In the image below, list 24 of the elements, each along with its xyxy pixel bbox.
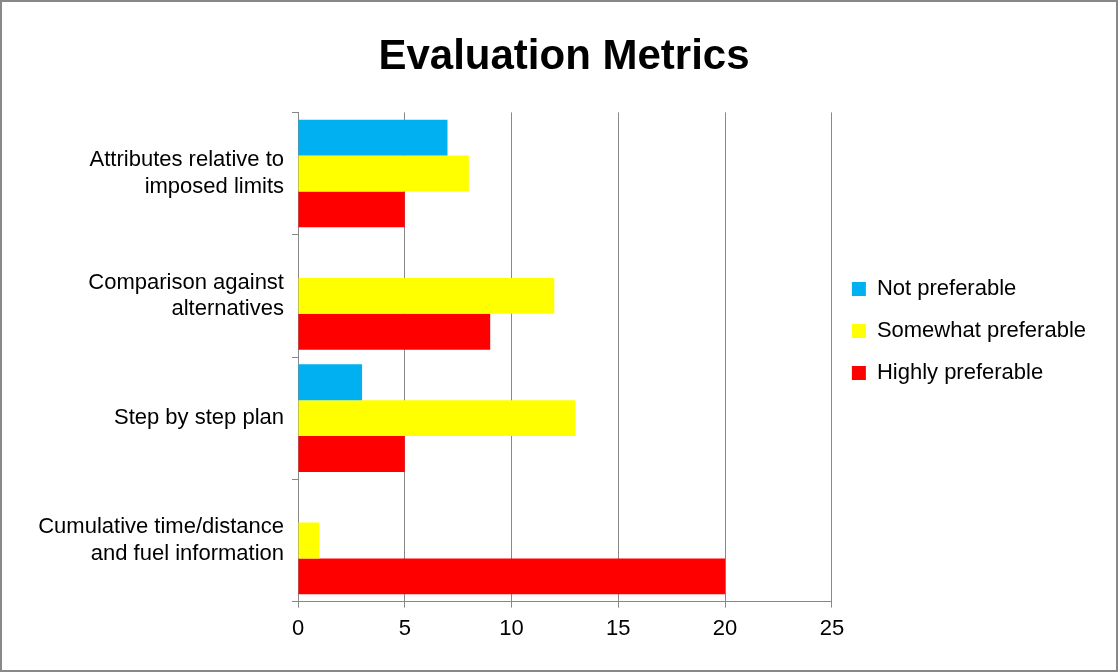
bar [298, 522, 320, 559]
legend-label: Not preferable [876, 275, 1017, 301]
bar [298, 400, 576, 437]
legend-label: Highly preferable [876, 359, 1044, 385]
legend-label: Somewhat preferable [876, 317, 1087, 343]
bar [298, 313, 491, 350]
y-tick-label: Attributes relative to imposed limits [89, 146, 284, 198]
bar [298, 155, 469, 192]
x-tick-label: 10 [499, 614, 524, 640]
bar [298, 558, 726, 595]
x-tick-label: 0 [291, 614, 305, 640]
x-tick-label: 25 [819, 614, 845, 640]
chart-title: Evaluation Metrics [378, 30, 750, 78]
x-tick-label: 20 [712, 614, 738, 640]
y-tick-label: Step by step plan [113, 404, 284, 430]
y-tick-label: Comparison against alternatives [88, 268, 284, 321]
y-tick-label: Cumulative time/distance and fuel information [38, 513, 284, 565]
bar [298, 436, 405, 472]
x-tick-label: 5 [398, 614, 411, 640]
x-tick-label: 15 [606, 614, 631, 640]
bar [298, 191, 405, 228]
bar [298, 119, 448, 156]
bar [298, 364, 363, 401]
bar [298, 277, 555, 314]
